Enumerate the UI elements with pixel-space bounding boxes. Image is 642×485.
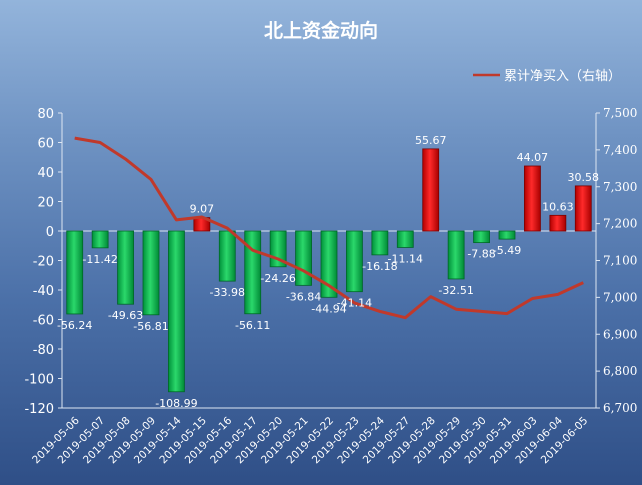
- bar: [218, 230, 236, 282]
- y2-tick-label: 7,300: [603, 180, 637, 194]
- bar-value-label: -36.84: [286, 290, 321, 303]
- bar: [142, 230, 160, 316]
- bar-value-label: -41.14: [337, 297, 372, 310]
- y-tick-label: -120: [24, 402, 54, 417]
- bar-value-label: 44.07: [517, 151, 549, 164]
- y2-tick-label: 7,000: [603, 290, 637, 304]
- bar: [91, 230, 109, 249]
- y-tick-label: -80: [33, 343, 54, 358]
- cumulative-line: [74, 136, 584, 320]
- bar-value-label: -7.88: [467, 248, 495, 261]
- bar-value-label: -5.49: [493, 244, 521, 257]
- bar-value-label: 9.07: [190, 203, 215, 216]
- y2-tick-label: 7,100: [603, 254, 637, 268]
- bar-value-label: -108.99: [155, 397, 197, 410]
- bar: [473, 230, 490, 244]
- y-tick-label: 80: [37, 107, 54, 122]
- y-tick-label: -20: [33, 255, 54, 270]
- bar: [66, 230, 84, 315]
- bar: [295, 230, 312, 286]
- y-tick-label: 60: [37, 137, 54, 152]
- y2-tick-label: 7,200: [603, 217, 637, 231]
- bar-value-label: -32.51: [438, 284, 473, 297]
- y2-tick-label: 7,500: [603, 106, 637, 120]
- bar-value-label: -33.98: [210, 286, 245, 299]
- bar: [346, 230, 363, 293]
- bar-value-label: -49.63: [108, 309, 143, 322]
- bar-value-label: -16.18: [362, 260, 397, 273]
- bar: [422, 148, 440, 232]
- bar-value-label: 10.63: [542, 200, 574, 213]
- chart-title: 北上资金动向: [264, 19, 378, 42]
- bar-value-label: -56.81: [133, 320, 168, 333]
- y-tick-label: 20: [37, 196, 54, 211]
- bar-value-label: 30.58: [568, 171, 600, 184]
- bar: [549, 214, 567, 232]
- legend-label: 累计净买入（右轴）: [504, 69, 621, 84]
- y2-tick-label: 6,800: [603, 364, 637, 378]
- bar: [574, 185, 592, 232]
- y-tick-label: -100: [24, 373, 54, 388]
- bar-value-label: -56.24: [57, 319, 92, 332]
- bar: [371, 230, 389, 256]
- y-tick-label: 0: [46, 225, 54, 240]
- bar: [117, 230, 134, 305]
- bar: [447, 230, 465, 280]
- bar-value-label: -24.26: [260, 272, 295, 285]
- bar: [498, 230, 516, 240]
- bar-value-label: -11.14: [388, 252, 423, 265]
- y-tick-label: -40: [33, 284, 54, 299]
- bar-value-label: -44.94: [311, 302, 346, 315]
- bar: [320, 230, 338, 298]
- bar: [524, 165, 541, 232]
- bar-value-label: -56.11: [235, 319, 270, 332]
- bar: [168, 230, 185, 393]
- bar-value-label: 55.67: [415, 134, 447, 147]
- bar: [396, 230, 414, 248]
- y-tick-label: -60: [33, 314, 54, 329]
- y2-tick-label: 6,700: [603, 401, 637, 415]
- bar-value-label: -11.42: [82, 253, 117, 266]
- y-tick-label: 40: [37, 166, 54, 181]
- y2-tick-label: 6,900: [603, 327, 637, 341]
- y2-tick-label: 7,400: [603, 143, 637, 157]
